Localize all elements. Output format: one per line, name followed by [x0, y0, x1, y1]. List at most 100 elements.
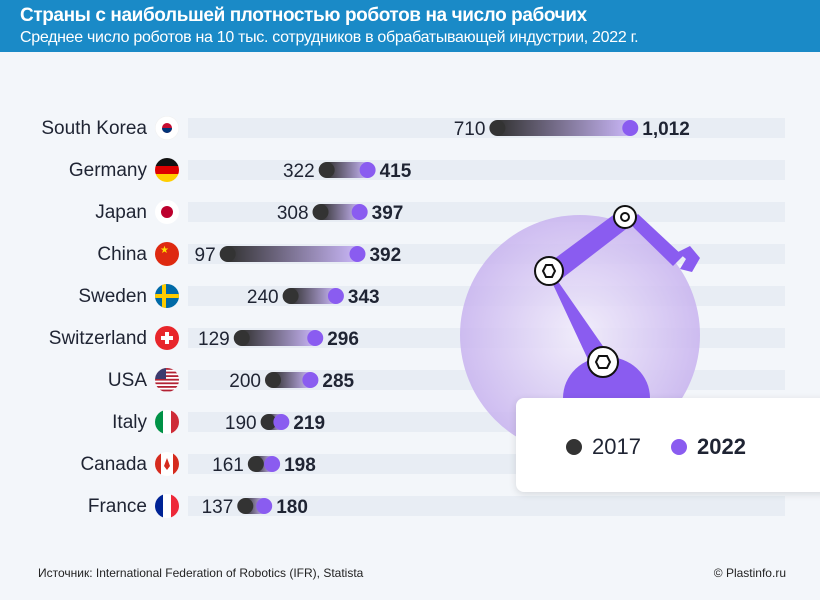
- country-label: China: [97, 244, 147, 265]
- flag-stripe: [155, 389, 179, 392]
- flag-b: [155, 158, 179, 166]
- value-label-2022: 219: [293, 413, 325, 434]
- row-germany: Germany 322 415: [69, 158, 412, 182]
- row-canada: Canada 161 198: [80, 452, 316, 476]
- value-label-2017: 97: [195, 245, 216, 266]
- point-2017: [233, 330, 250, 346]
- flag-south-korea-icon: [155, 116, 179, 140]
- flag-china-icon: ★: [155, 242, 179, 266]
- dumbbell-bar: [227, 246, 358, 262]
- value-label-2017: 710: [454, 119, 486, 140]
- row-usa: USA 200 285: [108, 368, 355, 392]
- flag-stripe: [155, 386, 179, 388]
- flag-stripe: [155, 368, 179, 370]
- flag-r: [171, 494, 179, 518]
- value-label-2017: 137: [202, 497, 234, 518]
- flag-stripe: [155, 382, 179, 385]
- row-track: [188, 118, 785, 138]
- country-label: France: [88, 496, 147, 517]
- flag-r: [173, 452, 179, 476]
- row-japan: Japan 308 397: [95, 200, 403, 224]
- point-2022: [302, 372, 319, 388]
- flag-stripe: [155, 371, 179, 374]
- value-label-2022: 1,012: [642, 119, 690, 140]
- country-label: Japan: [95, 202, 147, 223]
- point-2017: [312, 204, 329, 220]
- row-switzerland: Switzerland 129 296: [49, 326, 359, 350]
- point-2022: [622, 120, 639, 136]
- flag-stripe: [155, 375, 179, 377]
- point-2022: [273, 414, 290, 430]
- point-2022: [264, 456, 281, 472]
- value-label-2022: 397: [372, 203, 404, 224]
- chart-title: Страны с наибольшей плотностью роботов н…: [20, 5, 587, 26]
- value-label-2022: 285: [322, 371, 354, 392]
- flag-l: [155, 452, 161, 476]
- flag-b: [155, 494, 163, 518]
- flag-germany-icon: [155, 158, 179, 182]
- flag-canton: [155, 368, 166, 379]
- point-2017: [489, 120, 506, 136]
- dumbbell-bar: [326, 162, 368, 178]
- value-label-2017: 190: [225, 413, 257, 434]
- value-label-2017: 129: [198, 329, 230, 350]
- flag-switzerland-icon: [155, 326, 179, 350]
- point-2017: [260, 414, 277, 430]
- country-label: South Korea: [41, 118, 147, 139]
- dumbbell-bar: [290, 288, 336, 304]
- value-label-2022: 392: [369, 245, 401, 266]
- country-label: Switzerland: [49, 328, 147, 349]
- legend-label-2022: 2022: [697, 434, 746, 459]
- country-label: Germany: [69, 160, 148, 181]
- row-france: France 137 180: [88, 494, 308, 518]
- flag-w: [163, 494, 171, 518]
- country-label: Sweden: [78, 286, 147, 307]
- flag-bg: [155, 242, 179, 266]
- value-label-2022: 180: [276, 497, 308, 518]
- point-2022: [327, 288, 344, 304]
- flag-sun: [161, 206, 173, 218]
- country-label: USA: [108, 370, 147, 391]
- point-2017: [282, 288, 299, 304]
- flag-v: [162, 284, 166, 308]
- flag-canada-icon: [155, 452, 179, 476]
- row-italy: Italy 190 219: [112, 410, 325, 434]
- point-2022: [307, 330, 324, 346]
- value-label-2017: 308: [277, 203, 309, 224]
- point-2017: [237, 498, 254, 514]
- dumbbell-bar: [241, 330, 316, 346]
- copyright: © Plastinfo.ru: [713, 566, 786, 580]
- row-south-korea: South Korea 710 1,012: [41, 116, 690, 140]
- flag-r: [171, 410, 179, 434]
- country-label: Italy: [112, 412, 147, 433]
- robot-arm-illustration: [460, 205, 700, 455]
- dumbbell-bar: [273, 372, 311, 388]
- flag-sweden-icon: [155, 284, 179, 308]
- point-2022: [349, 246, 366, 262]
- flag-yang: [162, 128, 172, 133]
- legend-item-2022: 2022: [671, 434, 746, 460]
- flag-leaf: [164, 458, 170, 470]
- flag-g: [155, 410, 163, 434]
- legend-label-2017: 2017: [592, 434, 641, 459]
- point-2017: [219, 246, 236, 262]
- point-2022: [359, 162, 376, 178]
- row-sweden: Sweden 240 343: [78, 284, 380, 308]
- dumbbell-bar: [320, 204, 360, 220]
- country-label: Canada: [80, 454, 147, 475]
- point-2017: [265, 372, 281, 388]
- flag-w: [163, 410, 171, 434]
- flag-italy-icon: [155, 410, 179, 434]
- legend-dot-2017: [566, 439, 582, 455]
- flag-h: [155, 294, 179, 298]
- flag-v: [165, 332, 169, 344]
- flag-star: ★: [160, 245, 169, 256]
- flag-stripe: [155, 378, 179, 381]
- flag-g: [155, 174, 179, 182]
- source-note: Источник: International Federation of Ro…: [38, 566, 364, 580]
- value-label-2022: 198: [284, 455, 316, 476]
- row-track: [188, 496, 785, 516]
- flag-usa-icon: [155, 368, 179, 392]
- chart-subtitle: Среднее число роботов на 10 тыс. сотрудн…: [20, 29, 639, 46]
